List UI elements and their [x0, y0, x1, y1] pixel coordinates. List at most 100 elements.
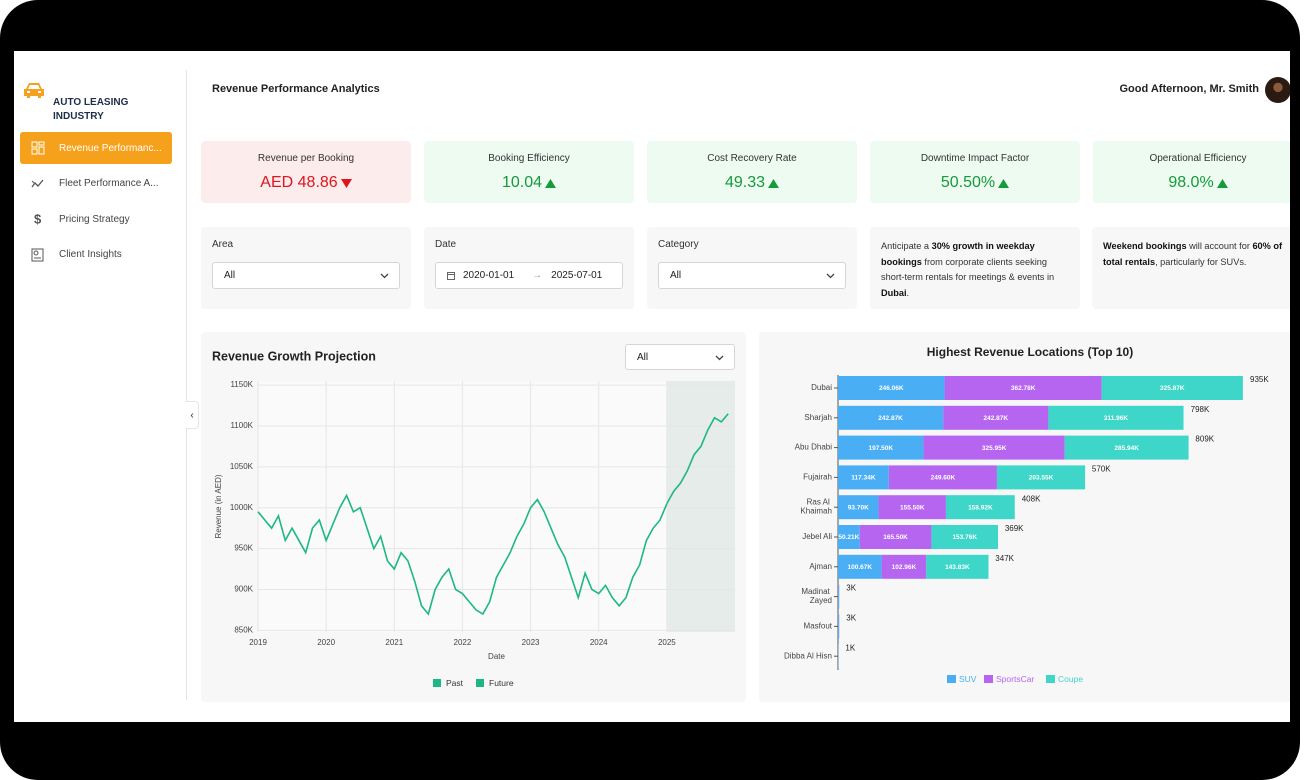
legend-swatch — [984, 675, 993, 683]
insight-span: . — [907, 288, 910, 298]
segment-label: 93.70K — [848, 504, 869, 511]
area-filter: Area All — [201, 227, 411, 309]
segment-label: 285.94K — [1114, 445, 1139, 452]
page-body: AUTO LEASING INDUSTRY Revenue Performanc… — [0, 0, 1304, 722]
kpi-label: Downtime Impact Factor — [870, 153, 1080, 164]
series-select[interactable]: All — [625, 344, 735, 370]
kpi-label: Booking Efficiency — [424, 153, 634, 164]
trend-arrow — [545, 178, 556, 188]
nav-item[interactable]: $Pricing Strategy — [20, 203, 172, 235]
category-select[interactable]: All — [658, 262, 846, 289]
kpi-value-row: 10.04 — [424, 174, 634, 192]
insight-span: will account for — [1187, 241, 1253, 251]
kpi-card: Operational Efficiency 98.0% — [1093, 141, 1290, 203]
trend-arrow — [998, 178, 1009, 188]
date-range[interactable]: 2020-01-01 → 2025-07-01 — [435, 262, 623, 289]
chart-title: Highest Revenue Locations (Top 10) — [927, 345, 1133, 359]
area-select[interactable]: All — [212, 262, 400, 289]
segment-label: 165.50K — [883, 534, 908, 541]
nav-icon — [31, 177, 45, 191]
line-chart: Revenue Growth Projection 850K900K950K10… — [201, 332, 746, 702]
segment-label: 153.76K — [952, 534, 977, 541]
nav-item[interactable]: Client Insights — [20, 239, 172, 271]
kpi-card: Cost Recovery Rate 49.33 — [647, 141, 857, 203]
label-line: Khaimah — [800, 507, 832, 516]
insight-text: Weekend bookings will account for 60% of… — [1103, 239, 1288, 270]
segment-label: 102.96K — [892, 564, 917, 571]
select-value: All — [670, 270, 681, 281]
collapse-button[interactable]: ‹ — [186, 401, 199, 429]
nav-icon — [31, 141, 45, 155]
x-tick-label: 2023 — [522, 638, 540, 647]
segment-label: 50.21K — [838, 534, 859, 541]
page-title: Revenue Performance Analytics — [212, 83, 380, 95]
kpi-value-row: 50.50% — [870, 174, 1080, 192]
x-tick-label: 2022 — [454, 638, 472, 647]
filter-label: Category — [658, 239, 699, 250]
arrow: → — [532, 270, 542, 281]
category-label: Ajman — [809, 562, 832, 571]
screen: AUTO LEASING INDUSTRY Revenue Performanc… — [14, 51, 1290, 722]
total-label: 3K — [846, 584, 856, 593]
total-label: 809K — [1195, 435, 1214, 444]
chevron — [715, 354, 724, 362]
plot-area — [258, 381, 735, 632]
kpi-value: 10.04 — [502, 174, 542, 192]
category-label: Jebel Ali — [802, 532, 832, 541]
chart-title: Revenue Growth Projection — [212, 349, 376, 363]
segment-label: 158.92K — [968, 504, 993, 511]
kpi-label: Operational Efficiency — [1093, 153, 1290, 164]
bar-chart: Highest Revenue Locations (Top 10) Dubai… — [759, 332, 1290, 702]
kpi-card: Booking Efficiency 10.04 — [424, 141, 634, 203]
segment-label: 100.67K — [848, 564, 873, 571]
label-line: Ras Al — [807, 498, 832, 507]
page: Revenue Performance Analytics { "brand":… — [0, 0, 1304, 722]
y-tick-label: 1000K — [230, 503, 254, 512]
insight-card: Anticipate a 30% growth in weekday booki… — [870, 227, 1080, 309]
avatar[interactable] — [1265, 77, 1290, 103]
x-tick-label: 2019 — [249, 638, 267, 647]
total-label: 570K — [1092, 465, 1111, 474]
segment-label: 117.34K — [851, 475, 876, 482]
kpi-value: AED 48.86 — [260, 174, 337, 192]
insight-bold: Dubai — [881, 288, 907, 298]
category-label: Madinat Zayed — [801, 587, 832, 605]
filter-label: Area — [212, 239, 233, 250]
segment-label: 242.87K — [984, 415, 1009, 422]
nav-icon — [31, 248, 45, 262]
y-tick-label: 850K — [234, 625, 253, 634]
arrow-shape — [768, 179, 779, 188]
x-tick-label: 2025 — [658, 638, 676, 647]
insight-text: Anticipate a 30% growth in weekday booki… — [881, 239, 1066, 301]
category-label: Dibba Al Hisn — [784, 651, 832, 660]
arrow-shape — [1217, 179, 1228, 188]
kpi-value-row: 49.33 — [647, 174, 857, 192]
date-filter: Date 2020-01-01 → 2025-07-01 — [424, 227, 634, 309]
legend-label: Past — [446, 678, 464, 688]
segment-label: 203.55K — [1029, 475, 1054, 482]
category-filter: Category All — [647, 227, 857, 309]
kpi-value: 98.0% — [1168, 174, 1213, 192]
legend-label: Coupe — [1058, 674, 1083, 684]
x-tick-label: 2021 — [385, 638, 403, 647]
kpi-value-row: 98.0% — [1093, 174, 1290, 192]
nav-item[interactable]: Fleet Performance A... — [20, 168, 172, 200]
date-end: 2025-07-01 — [551, 270, 602, 281]
date-start: 2020-01-01 — [463, 270, 514, 281]
legend-swatch — [433, 679, 441, 687]
total-label: 408K — [1022, 494, 1041, 503]
y-tick-label: 900K — [234, 585, 253, 594]
greeting: Good Afternoon, Mr. Smith — [1119, 83, 1259, 95]
svg-text:$: $ — [34, 212, 42, 226]
nav-item[interactable]: Revenue Performanc... — [20, 132, 172, 164]
select-value: All — [637, 352, 648, 363]
segment-label: 143.83K — [945, 564, 970, 571]
legend-label: SportsCar — [996, 674, 1034, 684]
segment-label: 155.50K — [900, 504, 925, 511]
segment-label: 311.96K — [1104, 415, 1129, 422]
arrow-shape — [341, 179, 352, 188]
kpi-label: Cost Recovery Rate — [647, 153, 857, 164]
select-value: All — [224, 270, 235, 281]
